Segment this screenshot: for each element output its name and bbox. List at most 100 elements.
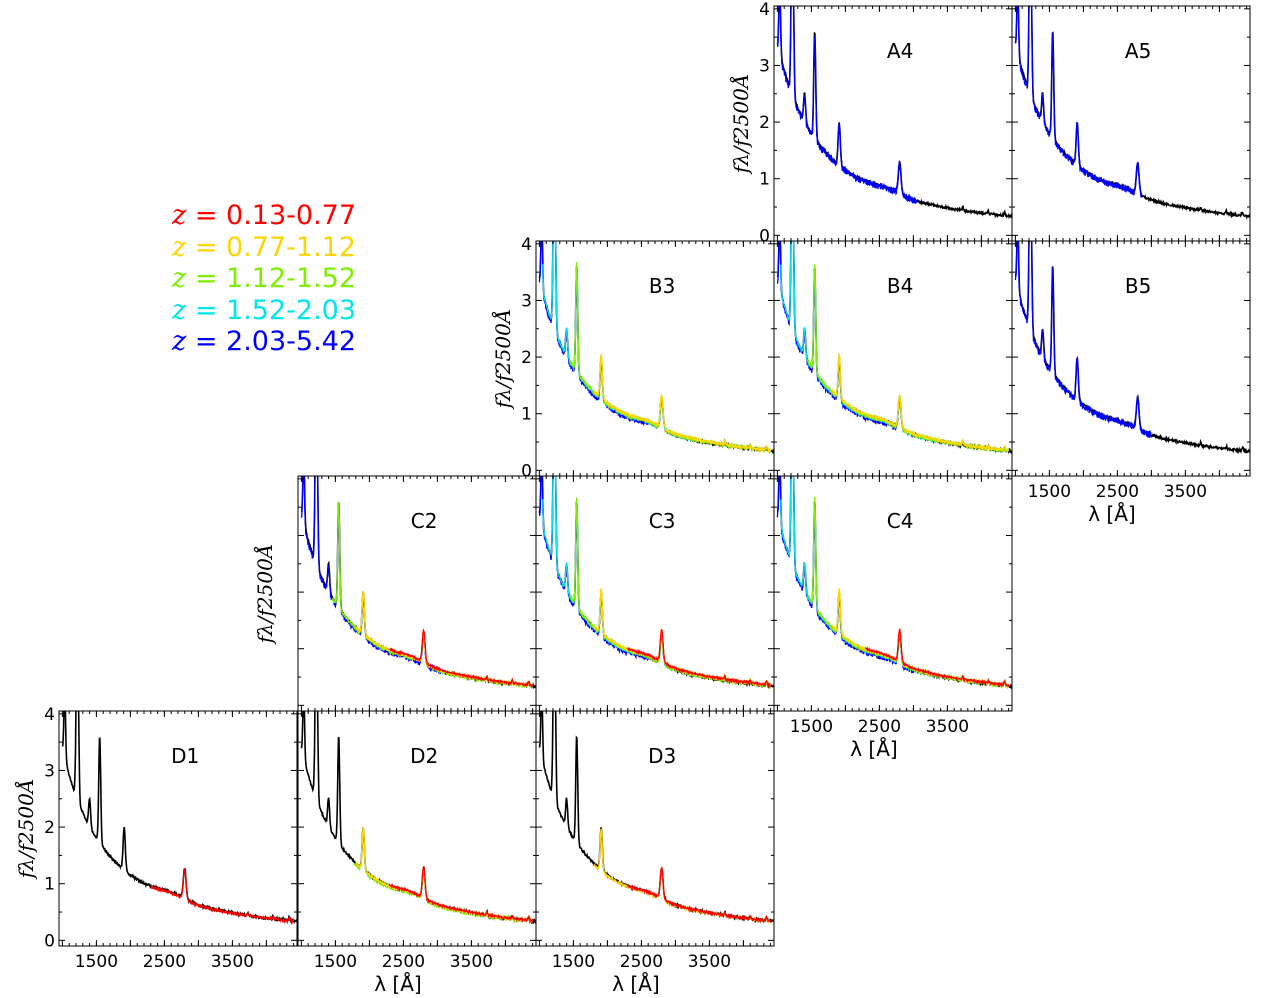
plot-area-C4 xyxy=(776,476,1012,690)
xtick-label: 1500 xyxy=(1028,482,1071,502)
panel-B3: B3 0 1 2 3 4 fλ/f2500Å xyxy=(490,235,775,481)
panel-label: A5 xyxy=(1125,39,1151,63)
panel-B5: B5 1500 2500 3500 λ [Å] xyxy=(1011,240,1251,526)
series-line xyxy=(776,241,901,431)
panel-label: D3 xyxy=(648,744,676,768)
xtick-label: 2500 xyxy=(858,717,901,737)
xtick-label: 3500 xyxy=(450,952,493,972)
panel-A5: A5 xyxy=(1011,5,1251,242)
xtick-label: 1500 xyxy=(790,717,833,737)
y-axis-label: fλ/f2500Å xyxy=(13,779,38,881)
panel-B4: B4 xyxy=(773,240,1013,477)
xtick-label: 1500 xyxy=(75,952,118,972)
panel-label: C4 xyxy=(887,509,914,533)
panel-label: A4 xyxy=(887,39,913,63)
xtick-label: 3500 xyxy=(1164,482,1207,502)
panel-label: B3 xyxy=(649,274,675,298)
x-axis-label: λ [Å] xyxy=(1088,502,1135,526)
xtick-label: 3500 xyxy=(926,717,969,737)
legend-label: = 0.77-1.12 xyxy=(194,231,357,263)
ytick-label: 1 xyxy=(759,170,770,190)
panel-label: C3 xyxy=(649,509,676,533)
legend-z-symbol: z xyxy=(172,200,187,231)
xtick-label: 2500 xyxy=(1096,482,1139,502)
series-line xyxy=(1014,6,1142,198)
ytick-label: 3 xyxy=(44,761,55,781)
panel-D2: D2 1500 2500 3500 λ [Å] xyxy=(297,710,537,996)
panel-C3: C3 xyxy=(535,475,775,712)
plot-area-B3 xyxy=(538,241,774,455)
ytick-label: 4 xyxy=(44,705,55,725)
tick-marks xyxy=(536,476,774,711)
panel-D1: D1 0 1 2 3 4 fλ/f2500Å 1500 2500 3500 xyxy=(13,705,298,972)
legend-label: = 1.52-2.03 xyxy=(194,294,357,326)
y-axis-label: fλ/f2500Å xyxy=(728,74,753,176)
plot-area-D1 xyxy=(61,711,297,925)
series-line xyxy=(353,828,527,924)
panel-label: D2 xyxy=(410,744,438,768)
legend-entry-z4: z = 1.52-2.03 xyxy=(172,295,356,327)
tick-marks xyxy=(774,241,1012,476)
plot-area-D3 xyxy=(538,711,774,924)
series-line xyxy=(389,628,534,688)
legend-z-symbol: z xyxy=(172,294,187,326)
plot-area-B4 xyxy=(776,241,1012,454)
x-axis-label: λ [Å] xyxy=(612,972,659,996)
ytick-label: 3 xyxy=(521,291,532,311)
y-axis-label: fλ/f2500Å xyxy=(490,309,515,411)
ytick-label: 2 xyxy=(759,113,770,133)
legend-label: = 0.13-0.77 xyxy=(194,200,357,231)
ytick-label: 1 xyxy=(44,875,55,895)
series-line xyxy=(831,353,1010,453)
legend-entry-z5: z = 2.03-5.42 xyxy=(172,326,356,358)
xtick-label: 2500 xyxy=(382,952,425,972)
ytick-label: 0 xyxy=(521,461,532,481)
tick-marks xyxy=(298,711,536,946)
legend-entry-z1: z = 0.13-0.77 xyxy=(172,200,356,232)
x-axis-label: λ [Å] xyxy=(374,972,421,996)
series-line xyxy=(865,627,1010,688)
y-axis-label: fλ/f2500Å xyxy=(252,544,277,646)
legend-z-symbol: z xyxy=(172,231,187,263)
series-line xyxy=(150,868,295,925)
xtick-label: 1500 xyxy=(552,952,595,972)
tick-marks xyxy=(774,476,1012,711)
ytick-label: 2 xyxy=(44,818,55,838)
series-line xyxy=(593,353,772,454)
panel-label: C2 xyxy=(411,509,438,533)
legend-entry-z3: z = 1.12-1.52 xyxy=(172,263,356,295)
series-line xyxy=(389,866,534,923)
ytick-label: 2 xyxy=(521,348,532,368)
series-line xyxy=(776,6,918,205)
panel-label: D1 xyxy=(171,744,199,768)
ytick-label: 4 xyxy=(759,0,770,20)
plot-area-A4 xyxy=(776,6,1012,220)
tick-marks xyxy=(536,711,774,946)
plot-area-B5 xyxy=(1014,241,1250,455)
legend-z-symbol: z xyxy=(172,263,187,294)
series-line xyxy=(627,865,772,923)
legend-z-symbol: z xyxy=(172,326,187,357)
xtick-label: 2500 xyxy=(143,952,186,972)
xtick-label: 3500 xyxy=(211,952,254,972)
ytick-label: 0 xyxy=(759,226,770,246)
ytick-label: 1 xyxy=(521,405,532,425)
legend-entry-z2: z = 0.77-1.12 xyxy=(172,232,356,264)
panel-D3: D3 1500 2500 3500 λ [Å] xyxy=(535,710,775,996)
x-axis-label: λ [Å] xyxy=(850,737,897,761)
tick-marks xyxy=(1012,241,1250,476)
series-line xyxy=(627,628,771,689)
plot-area-C2 xyxy=(300,476,536,690)
ytick-label: 3 xyxy=(759,56,770,76)
panel-label: B4 xyxy=(887,274,913,298)
legend: z = 0.13-0.77 z = 0.77-1.12 z = 1.12-1.5… xyxy=(172,200,356,358)
plot-area-A5 xyxy=(1014,6,1250,220)
plot-area-C3 xyxy=(538,476,774,690)
xtick-label: 3500 xyxy=(688,952,731,972)
xtick-label: 2500 xyxy=(620,952,663,972)
xtick-label: 1500 xyxy=(314,952,357,972)
legend-label: = 1.12-1.52 xyxy=(194,263,357,294)
series-line xyxy=(355,590,534,689)
panel-A4: A4 0 1 2 3 4 fλ/f2500Å xyxy=(728,0,1013,246)
